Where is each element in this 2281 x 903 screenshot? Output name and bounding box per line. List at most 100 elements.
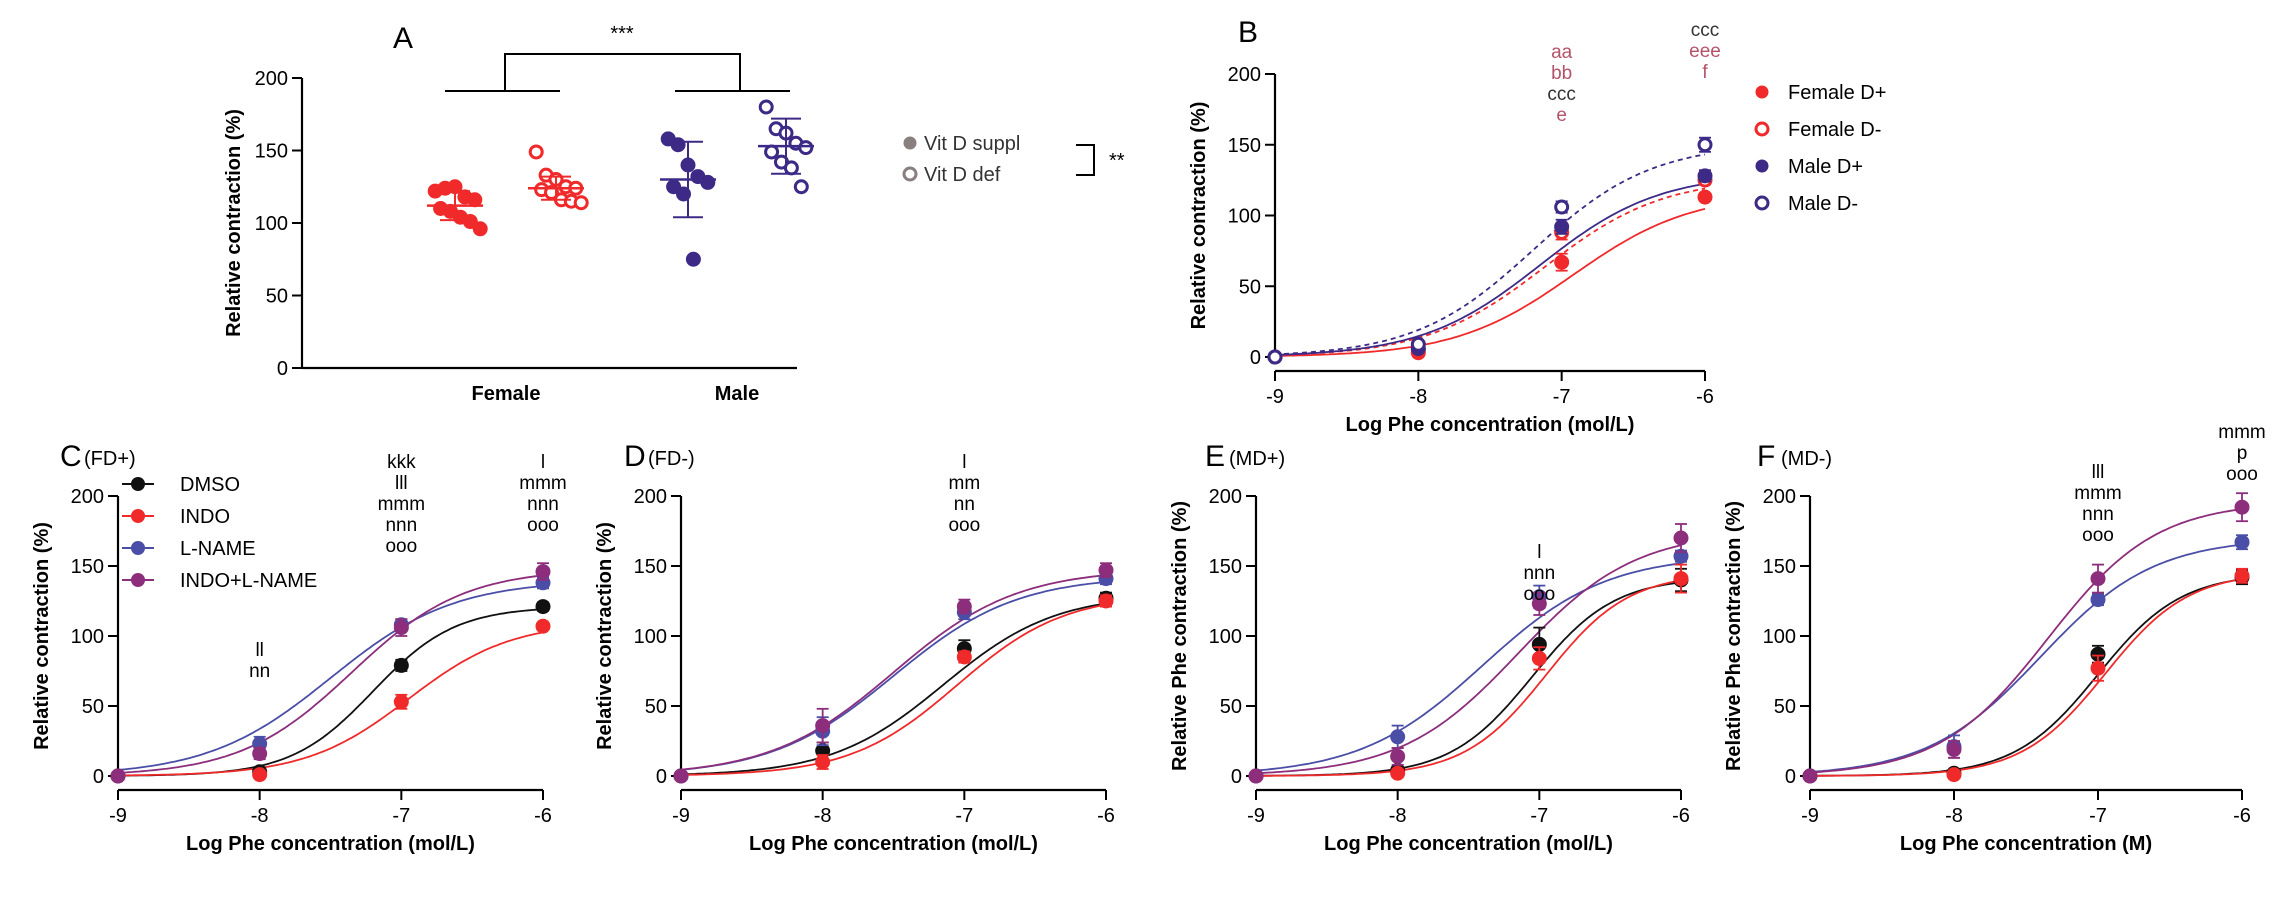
data-point-female-vit-d-suppl <box>472 221 488 237</box>
y-tick-label: 100 <box>255 213 288 235</box>
significance-annotation: aa <box>1551 42 1573 63</box>
legend-marker <box>131 509 145 523</box>
fit-curve-dmso <box>1810 578 2243 777</box>
significance-annotation: eee <box>1689 41 1721 62</box>
significance-annotation: ooo <box>385 536 417 557</box>
significance-annotation: mm <box>949 473 981 494</box>
y-tick-label: 50 <box>1774 696 1796 718</box>
fit-curve-indo <box>1256 579 1682 777</box>
data-point-l-name <box>2234 534 2250 550</box>
data-point-male-vit-d-def <box>758 99 774 115</box>
significance-annotation: ooo <box>1523 584 1555 605</box>
significance-annotation: nnn <box>527 494 559 515</box>
y-tick-label: 50 <box>1220 696 1242 718</box>
fit-curve-male-d- <box>1274 182 1706 356</box>
x-tick-label: -7 <box>955 805 973 827</box>
y-tick-label: 200 <box>1763 486 1796 508</box>
y-tick-label: 150 <box>1209 556 1242 578</box>
data-point-indo-l-name <box>1802 768 1818 784</box>
y-tick-label: 0 <box>277 358 288 380</box>
data-point-indo-l-name <box>393 620 409 636</box>
data-point-indo-l-name <box>1946 741 1962 757</box>
data-point-indo <box>1946 767 1962 783</box>
group-label-male: Male <box>715 383 759 405</box>
legend-label: Male D+ <box>1788 156 1863 178</box>
y-tick-label: 50 <box>645 696 667 718</box>
data-point-dmso <box>393 657 409 673</box>
y-tick-label: 150 <box>1763 556 1796 578</box>
x-tick-label: -7 <box>392 805 410 827</box>
y-tick-label: 50 <box>266 286 288 308</box>
data-point-male-vit-d-def <box>798 140 814 156</box>
data-point-male-d- <box>1697 168 1713 184</box>
y-axis-title: Relative Phe contraction (%) <box>1169 501 1191 771</box>
y-tick-label: 150 <box>634 556 667 578</box>
legend-label: Female D- <box>1788 119 1881 141</box>
panel-label: E <box>1205 440 1225 473</box>
significance-annotation: mmm <box>2074 483 2121 504</box>
y-tick-label: 0 <box>1231 766 1242 788</box>
data-point-indo <box>2090 660 2106 676</box>
data-point-indo <box>393 694 409 710</box>
panel-label: C <box>60 440 82 473</box>
data-point-indo-l-name <box>1098 562 1114 578</box>
data-point-indo-l-name <box>1390 748 1406 764</box>
significance-annotation: mmm <box>519 473 566 494</box>
y-tick-label: 50 <box>1239 276 1261 298</box>
legend-label: Male D- <box>1788 193 1858 215</box>
y-axis-title: Relative contraction (%) <box>223 109 245 337</box>
data-point-male-vit-d-def <box>793 179 809 195</box>
panel-label: B <box>1238 16 1258 49</box>
significance-annotation: ccc <box>1691 20 1720 41</box>
x-tick-label: -9 <box>109 805 127 827</box>
x-tick-label: -8 <box>1409 386 1427 408</box>
significance-annotation: p <box>2237 443 2248 464</box>
x-axis-title: Log Phe concentration (mol/L) <box>186 833 475 855</box>
significance-annotation: nn <box>249 661 270 682</box>
fit-curve-indo-l-name <box>1255 544 1682 775</box>
y-axis-title: Relative contraction (%) <box>1188 102 1210 330</box>
legend-label: Female D+ <box>1788 82 1886 104</box>
x-tick-label: -6 <box>1696 386 1714 408</box>
x-tick-label: -6 <box>534 805 552 827</box>
fit-curve-indo-l-name <box>117 574 544 774</box>
y-tick-label: 100 <box>71 626 104 648</box>
panel-D: 0 50 100 150 200 -9 -8 -7 -6 Log Phe concentratio… <box>594 440 1115 855</box>
panel-subtitle: (MD-) <box>1781 448 1832 470</box>
x-tick-label: -8 <box>251 805 269 827</box>
significance-annotation: kkk <box>387 452 416 473</box>
data-point-male-d- <box>1554 219 1570 235</box>
data-point-indo <box>252 767 268 783</box>
x-tick-label: -9 <box>672 805 690 827</box>
panel-F: 0 50 100 150 200 -9 -8 -7 -6 Log Phe concentratio… <box>1723 422 2266 855</box>
legend-label: L-NAME <box>180 538 256 560</box>
data-point-male-vit-d-def <box>783 160 799 176</box>
data-point-indo-l-name <box>110 768 126 784</box>
significance-annotation: ooo <box>948 515 980 536</box>
fit-curve-l-name <box>117 585 544 771</box>
y-tick-label: 200 <box>1228 64 1261 86</box>
data-point-indo-l-name <box>956 599 972 615</box>
legend-marker-def <box>902 166 918 182</box>
y-tick-label: 200 <box>255 68 288 90</box>
data-point-indo-l-name <box>535 564 551 580</box>
x-tick-label: -6 <box>1097 805 1115 827</box>
data-point-indo <box>956 649 972 665</box>
fit-curve-l-name <box>1255 562 1682 772</box>
data-point-indo-l-name <box>2234 499 2250 515</box>
significance-annotation: lll <box>2092 462 2105 483</box>
x-axis-title: Log Phe concentration (mol/L) <box>1346 414 1635 436</box>
legend-significance: ** <box>1109 150 1125 172</box>
data-point-indo-l-name <box>252 746 268 762</box>
data-point-male-d- <box>1554 199 1570 215</box>
y-axis-title: Relative contraction (%) <box>594 522 616 750</box>
y-tick-label: 100 <box>1209 626 1242 648</box>
x-tick-label: -9 <box>1247 805 1265 827</box>
x-axis-title: Log Phe concentration (mol/L) <box>1324 833 1613 855</box>
data-point-male-vit-d-suppl <box>670 137 686 153</box>
legend-marker <box>1755 159 1769 173</box>
significance-annotation: l <box>962 452 966 473</box>
data-point-indo <box>2234 568 2250 584</box>
x-tick-label: -8 <box>1945 805 1963 827</box>
